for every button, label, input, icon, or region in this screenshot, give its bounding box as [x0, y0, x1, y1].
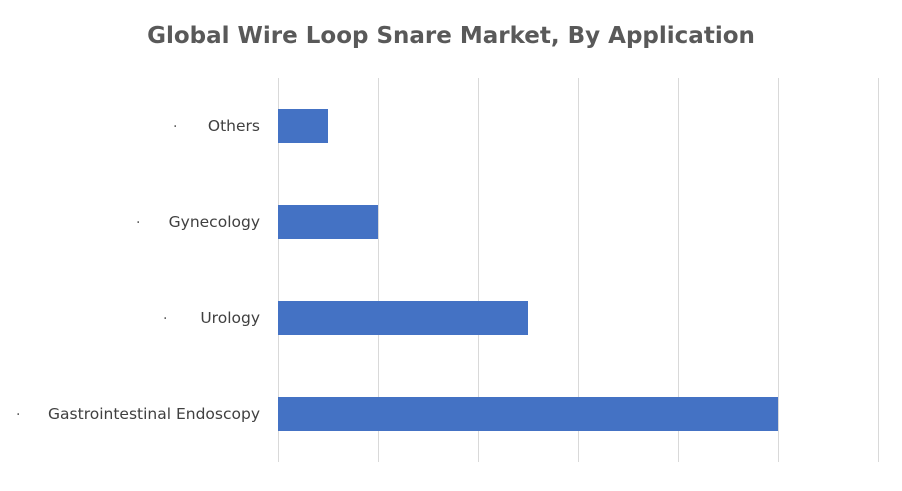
- category-label-gynecology: Gynecology: [169, 213, 260, 231]
- category-bullet: ·: [163, 311, 167, 327]
- chart-title: Global Wire Loop Snare Market, By Applic…: [147, 23, 755, 49]
- category-labels: Others · Gynecology · Urology · Gastrointestin…: [16, 117, 260, 423]
- gridlines: [278, 78, 879, 462]
- bar-gastrointestinal-endoscopy: [278, 397, 778, 431]
- category-bullet: ·: [16, 407, 20, 423]
- category-label-gastrointestinal-endoscopy: Gastrointestinal Endoscopy: [48, 405, 260, 423]
- bar-others: [278, 109, 328, 143]
- category-bullet: ·: [136, 215, 140, 231]
- category-bullet: ·: [173, 119, 177, 135]
- category-label-others: Others: [208, 117, 260, 135]
- bars: [278, 109, 778, 431]
- bar-gynecology: [278, 205, 378, 239]
- bar-urology: [278, 301, 528, 335]
- category-label-urology: Urology: [200, 309, 260, 327]
